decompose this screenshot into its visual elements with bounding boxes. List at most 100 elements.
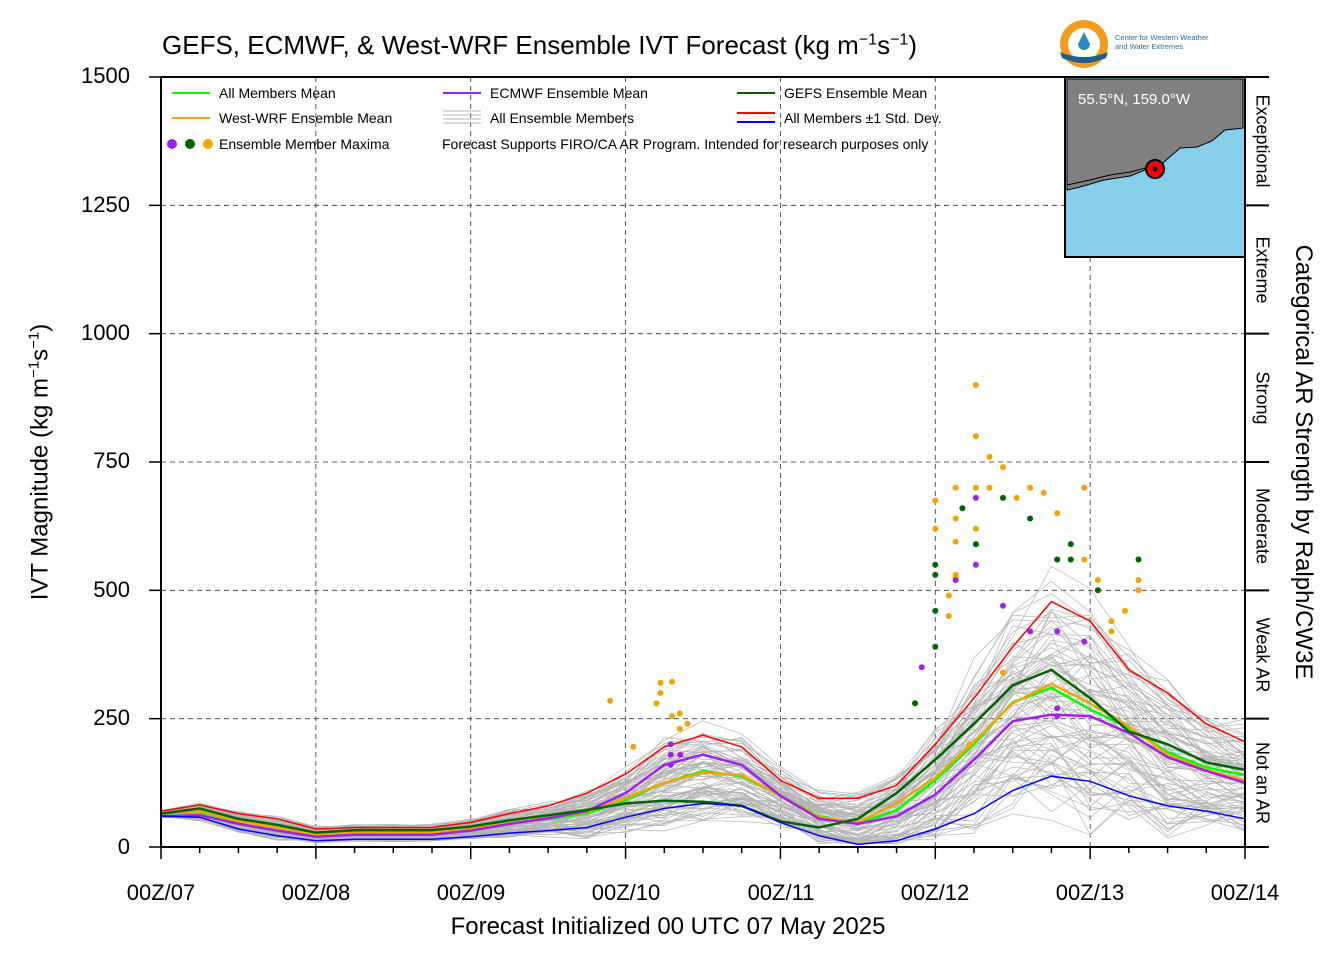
mean-lines xyxy=(160,600,1246,846)
std-upper-line xyxy=(160,600,1246,830)
map-location-center xyxy=(1152,166,1158,172)
maxima-point xyxy=(677,751,684,758)
x-tick-label: 00Z/12 xyxy=(900,880,970,905)
legend-std: All Members ±1 Std. Dev. xyxy=(784,110,942,126)
y-tick-label: 250 xyxy=(93,705,130,730)
maxima-point xyxy=(1013,494,1020,501)
y-axis-label: IVT Magnitude (kg m−1s−1) xyxy=(25,323,54,601)
maxima-point xyxy=(1000,602,1006,609)
maxima-point xyxy=(667,741,674,748)
maxima-point xyxy=(1054,628,1061,635)
x-tick-label: 00Z/08 xyxy=(281,880,351,905)
maxima-point xyxy=(630,743,637,750)
ensemble-member-line xyxy=(160,617,1246,831)
legend-maxima: Ensemble Member Maxima xyxy=(219,136,390,152)
legend-gefs-mean: GEFS Ensemble Mean xyxy=(784,85,928,101)
category-weak-ar: Weak AR xyxy=(1252,617,1273,693)
legend-swatch-all-members xyxy=(443,110,481,124)
maxima-point xyxy=(667,751,674,758)
category-extreme: Extreme xyxy=(1252,236,1273,304)
maxima-point xyxy=(1135,587,1142,594)
maxima-point xyxy=(1000,494,1006,501)
x-tick-label: 00Z/09 xyxy=(436,880,506,905)
y-tick-label: 1000 xyxy=(81,320,130,345)
maxima-point xyxy=(952,577,959,584)
maxima-point xyxy=(1122,607,1128,614)
maxima-point xyxy=(1094,577,1101,584)
maxima-point xyxy=(1027,484,1034,491)
category-boundaries xyxy=(1245,76,1269,848)
x-tick-label: 00Z/10 xyxy=(591,880,661,905)
maxima-point xyxy=(1135,556,1142,563)
maxima-point xyxy=(952,538,959,545)
ensemble-member-line xyxy=(160,724,1246,843)
west-wrf-mean-line xyxy=(160,682,1246,836)
legend-ecmwf-mean: ECMWF Ensemble Mean xyxy=(490,85,648,101)
gefs-mean-line xyxy=(160,668,1246,834)
y-tick-label: 0 xyxy=(117,834,130,859)
maxima-point xyxy=(676,710,683,717)
maxima-point xyxy=(1067,556,1074,563)
maxima-point xyxy=(972,541,979,548)
x-tick-label: 00Z/11 xyxy=(747,880,815,905)
maxima-point xyxy=(1081,638,1088,645)
maxima-point xyxy=(972,382,979,388)
ensemble-member-line xyxy=(160,735,1246,841)
category-moderate: Moderate xyxy=(1252,487,1273,565)
maxima-point xyxy=(966,741,973,748)
maxima-point xyxy=(932,497,939,504)
y-tick-label: 1500 xyxy=(81,63,130,88)
ensemble-member-line xyxy=(160,775,1246,845)
maxima-point xyxy=(986,453,993,460)
maxima-point xyxy=(667,761,674,768)
maxima-point xyxy=(1040,489,1047,496)
ensemble-member-line xyxy=(160,741,1246,839)
grid-lines xyxy=(161,77,1245,847)
ensemble-member-line xyxy=(160,774,1246,841)
ensemble-member-line xyxy=(160,626,1246,832)
ensemble-member-line xyxy=(160,633,1246,830)
legend-all-mean: All Members Mean xyxy=(219,85,336,101)
maxima-point xyxy=(972,561,979,568)
maxima-point xyxy=(657,690,664,696)
cw3e-logo-text: Center for Western Weather and Water Extr… xyxy=(1115,33,1209,51)
legend-wrf-mean: West-WRF Ensemble Mean xyxy=(219,110,393,126)
ensemble-member-line xyxy=(160,608,1246,828)
maxima-point xyxy=(932,643,939,650)
maxima-point xyxy=(932,571,939,578)
ensemble-maxima xyxy=(607,382,1142,768)
maxima-point xyxy=(1000,464,1006,471)
ensemble-member-line xyxy=(160,614,1246,830)
legend-swatch-ecmwf-mean xyxy=(443,92,481,94)
maxima-point xyxy=(669,678,675,685)
category-exceptional: Exceptional xyxy=(1252,94,1273,188)
legend-note: Forecast Supports FIRO/CA AR Program. In… xyxy=(442,136,929,152)
maxima-point xyxy=(1027,515,1034,522)
maxima-point xyxy=(1081,484,1088,491)
maxima-point xyxy=(972,433,979,440)
ecmwf-mean-line xyxy=(160,713,1246,838)
legend-all-members: All Ensemble Members xyxy=(490,110,634,126)
maxima-point xyxy=(1054,705,1061,712)
maxima-point xyxy=(607,697,614,704)
x-tick-label: 00Z/14 xyxy=(1210,880,1280,905)
maxima-point xyxy=(912,700,918,707)
maxima-point xyxy=(1081,556,1088,563)
cw3e-logo-icon xyxy=(1060,20,1108,68)
maxima-point xyxy=(918,664,925,671)
maxima-point xyxy=(945,613,952,619)
maxima-point xyxy=(932,525,939,532)
maxima-point xyxy=(669,713,675,720)
legend-swatch-std-lower xyxy=(737,121,775,123)
maxima-point xyxy=(1054,556,1061,563)
maxima-point xyxy=(952,515,959,522)
ensemble-member-line xyxy=(160,619,1246,827)
maxima-point xyxy=(972,494,979,501)
maxima-point xyxy=(1135,577,1142,584)
ensemble-member-line xyxy=(160,725,1246,838)
maxima-point xyxy=(684,720,691,727)
maxima-point xyxy=(932,607,939,614)
maxima-point xyxy=(945,592,952,599)
maxima-point xyxy=(1067,541,1074,548)
maxima-point xyxy=(932,561,939,568)
